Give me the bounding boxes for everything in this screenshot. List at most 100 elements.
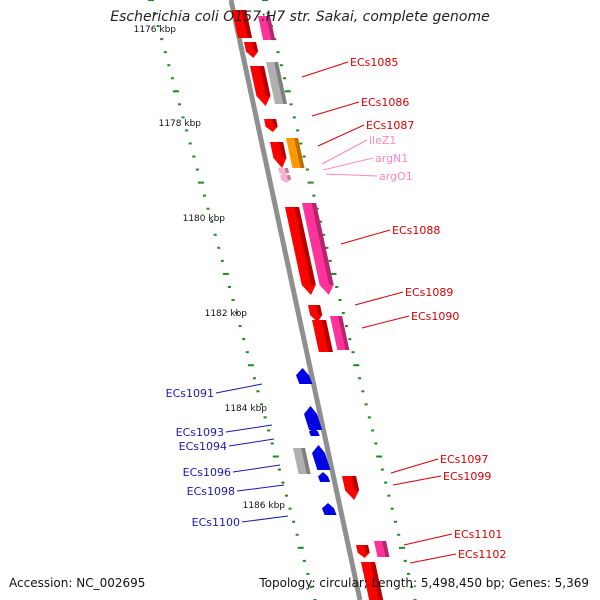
- leader-line-reverse: [225, 424, 273, 433]
- rna-feature-body: [302, 203, 334, 295]
- gene-label-reverse: ECs1100: [192, 516, 240, 529]
- genome-backbone: [228, 0, 363, 600]
- gene-label-trna: ileZ1: [369, 134, 396, 147]
- cds-forward-shade: [259, 66, 271, 96]
- gene-label-reverse: ECs1096: [183, 466, 231, 479]
- rna-feature-shade: [311, 203, 334, 285]
- gene-label-forward: ECs1085: [350, 56, 398, 69]
- cds-forward-shade: [364, 545, 370, 553]
- kbp-labels: 1176 kbp 1178 kbp 1180 kbp 1182 kbp 1184 kbp…: [134, 25, 286, 511]
- gene-label-forward: ECs1097: [440, 453, 488, 466]
- rna-feature: [330, 316, 350, 350]
- trna-feature-shade: [284, 168, 290, 173]
- leader-line-forward: [340, 229, 391, 245]
- gene-label-reverse: ECs1093: [176, 426, 224, 439]
- cds-forward-shade: [370, 562, 384, 600]
- leader-line-forward: [301, 61, 349, 78]
- label-leader-lines: [215, 61, 457, 564]
- cds-forward: [312, 320, 333, 352]
- pseudo-gene-shade: [301, 448, 311, 474]
- gene-labels: ECs1085 ECs1086 ECs1087 ECs1088 ECs1089 ECs10…: [166, 56, 507, 561]
- cds-reverse: [296, 368, 313, 384]
- cds-reverse: [304, 406, 323, 430]
- cds-reverse: [322, 503, 337, 515]
- pseudo-gene: [293, 448, 311, 474]
- gene-label-trna: argN1: [375, 152, 408, 165]
- kbp-label: 1178 kbp: [159, 119, 202, 129]
- leader-line-forward: [390, 458, 439, 474]
- cds-forward: [244, 42, 259, 58]
- leader-line-reverse: [232, 464, 281, 473]
- cds-reverse: [318, 472, 331, 482]
- kbp-label: 1180 kbp: [183, 214, 226, 224]
- leader-line-reverse: [236, 484, 285, 492]
- misc-feature: [286, 138, 305, 168]
- cds-forward: [264, 119, 278, 132]
- gene-label-reverse: ECs1098: [187, 485, 235, 498]
- gene-label-forward: ECs1089: [405, 286, 453, 299]
- gene-label-reverse: ECs1091: [166, 387, 214, 400]
- trna-feature-shade: [286, 175, 292, 180]
- cds-reverse: [309, 428, 320, 436]
- cds-reverse: [312, 445, 331, 470]
- leader-line-forward: [354, 291, 404, 306]
- rna-feature-shade: [266, 16, 276, 40]
- cds-forward: [308, 305, 323, 322]
- leader-line-forward: [311, 101, 360, 117]
- leader-line-trna: [321, 139, 368, 165]
- cds-forward-shade: [272, 119, 278, 127]
- cds-forward-shade: [252, 42, 259, 52]
- cds-forward-shade: [241, 10, 253, 38]
- cds-forward-body: [285, 207, 316, 295]
- kbp-label: 1182 kbp: [205, 309, 248, 319]
- gene-label-forward: ECs1090: [411, 310, 459, 323]
- kbp-label: 1184 kbp: [225, 404, 268, 414]
- gene-label-forward: ECs1099: [443, 470, 491, 483]
- leader-line-reverse: [241, 515, 289, 523]
- gene-label-trna: argO1: [379, 170, 413, 183]
- gene-label-reverse: ECs1094: [179, 440, 227, 453]
- trna-feature: [278, 168, 290, 176]
- rna-feature: [302, 203, 334, 295]
- gene-label-forward: ECs1102: [458, 548, 506, 561]
- leader-line-reverse: [215, 383, 263, 394]
- leader-line-forward: [361, 315, 410, 329]
- cds-forward-shade: [278, 142, 287, 158]
- cds-forward-shade: [294, 207, 316, 285]
- cds-forward: [250, 66, 271, 106]
- rna-feature: [374, 541, 390, 557]
- cds-forward-shade: [321, 320, 333, 352]
- cds-forward: [232, 10, 253, 38]
- leader-line-trna: [322, 157, 374, 171]
- cds-forward: [361, 562, 384, 600]
- leader-line-forward: [392, 475, 442, 486]
- leader-line-trna: [325, 173, 378, 177]
- pseudo-gene-shade: [274, 62, 288, 104]
- leader-line-forward: [409, 553, 457, 564]
- gene-label-forward: ECs1086: [361, 96, 409, 109]
- cds-forward: [356, 545, 370, 558]
- gene-label-forward: ECs1088: [392, 224, 440, 237]
- topology-text: Topology: circular; Length: 5,498,450 bp…: [259, 576, 589, 590]
- accession-text: Accession: NC_002695: [9, 576, 146, 590]
- cds-forward: [285, 207, 316, 295]
- kbp-label: 1176 kbp: [134, 25, 177, 35]
- leader-line-forward: [317, 124, 365, 147]
- kbp-label: 1186 kbp: [243, 501, 286, 511]
- cds-forward-shade: [351, 476, 360, 491]
- leader-line-reverse: [228, 438, 275, 447]
- cds-forward: [342, 476, 360, 500]
- trna-feature: [280, 175, 292, 183]
- misc-feature-shade: [294, 138, 305, 168]
- gene-label-forward: ECs1101: [454, 528, 502, 541]
- rna-feature-shade: [382, 541, 390, 557]
- rna-feature-shade: [338, 316, 350, 350]
- pseudo-gene: [266, 62, 288, 104]
- cds-forward-shade: [316, 305, 323, 316]
- gene-features: [232, 10, 390, 600]
- rna-feature: [258, 16, 276, 40]
- gene-label-forward: ECs1087: [366, 119, 414, 132]
- genome-title: Escherichia coli O157:H7 str. Sakai, com…: [110, 9, 490, 25]
- cds-forward: [270, 142, 287, 168]
